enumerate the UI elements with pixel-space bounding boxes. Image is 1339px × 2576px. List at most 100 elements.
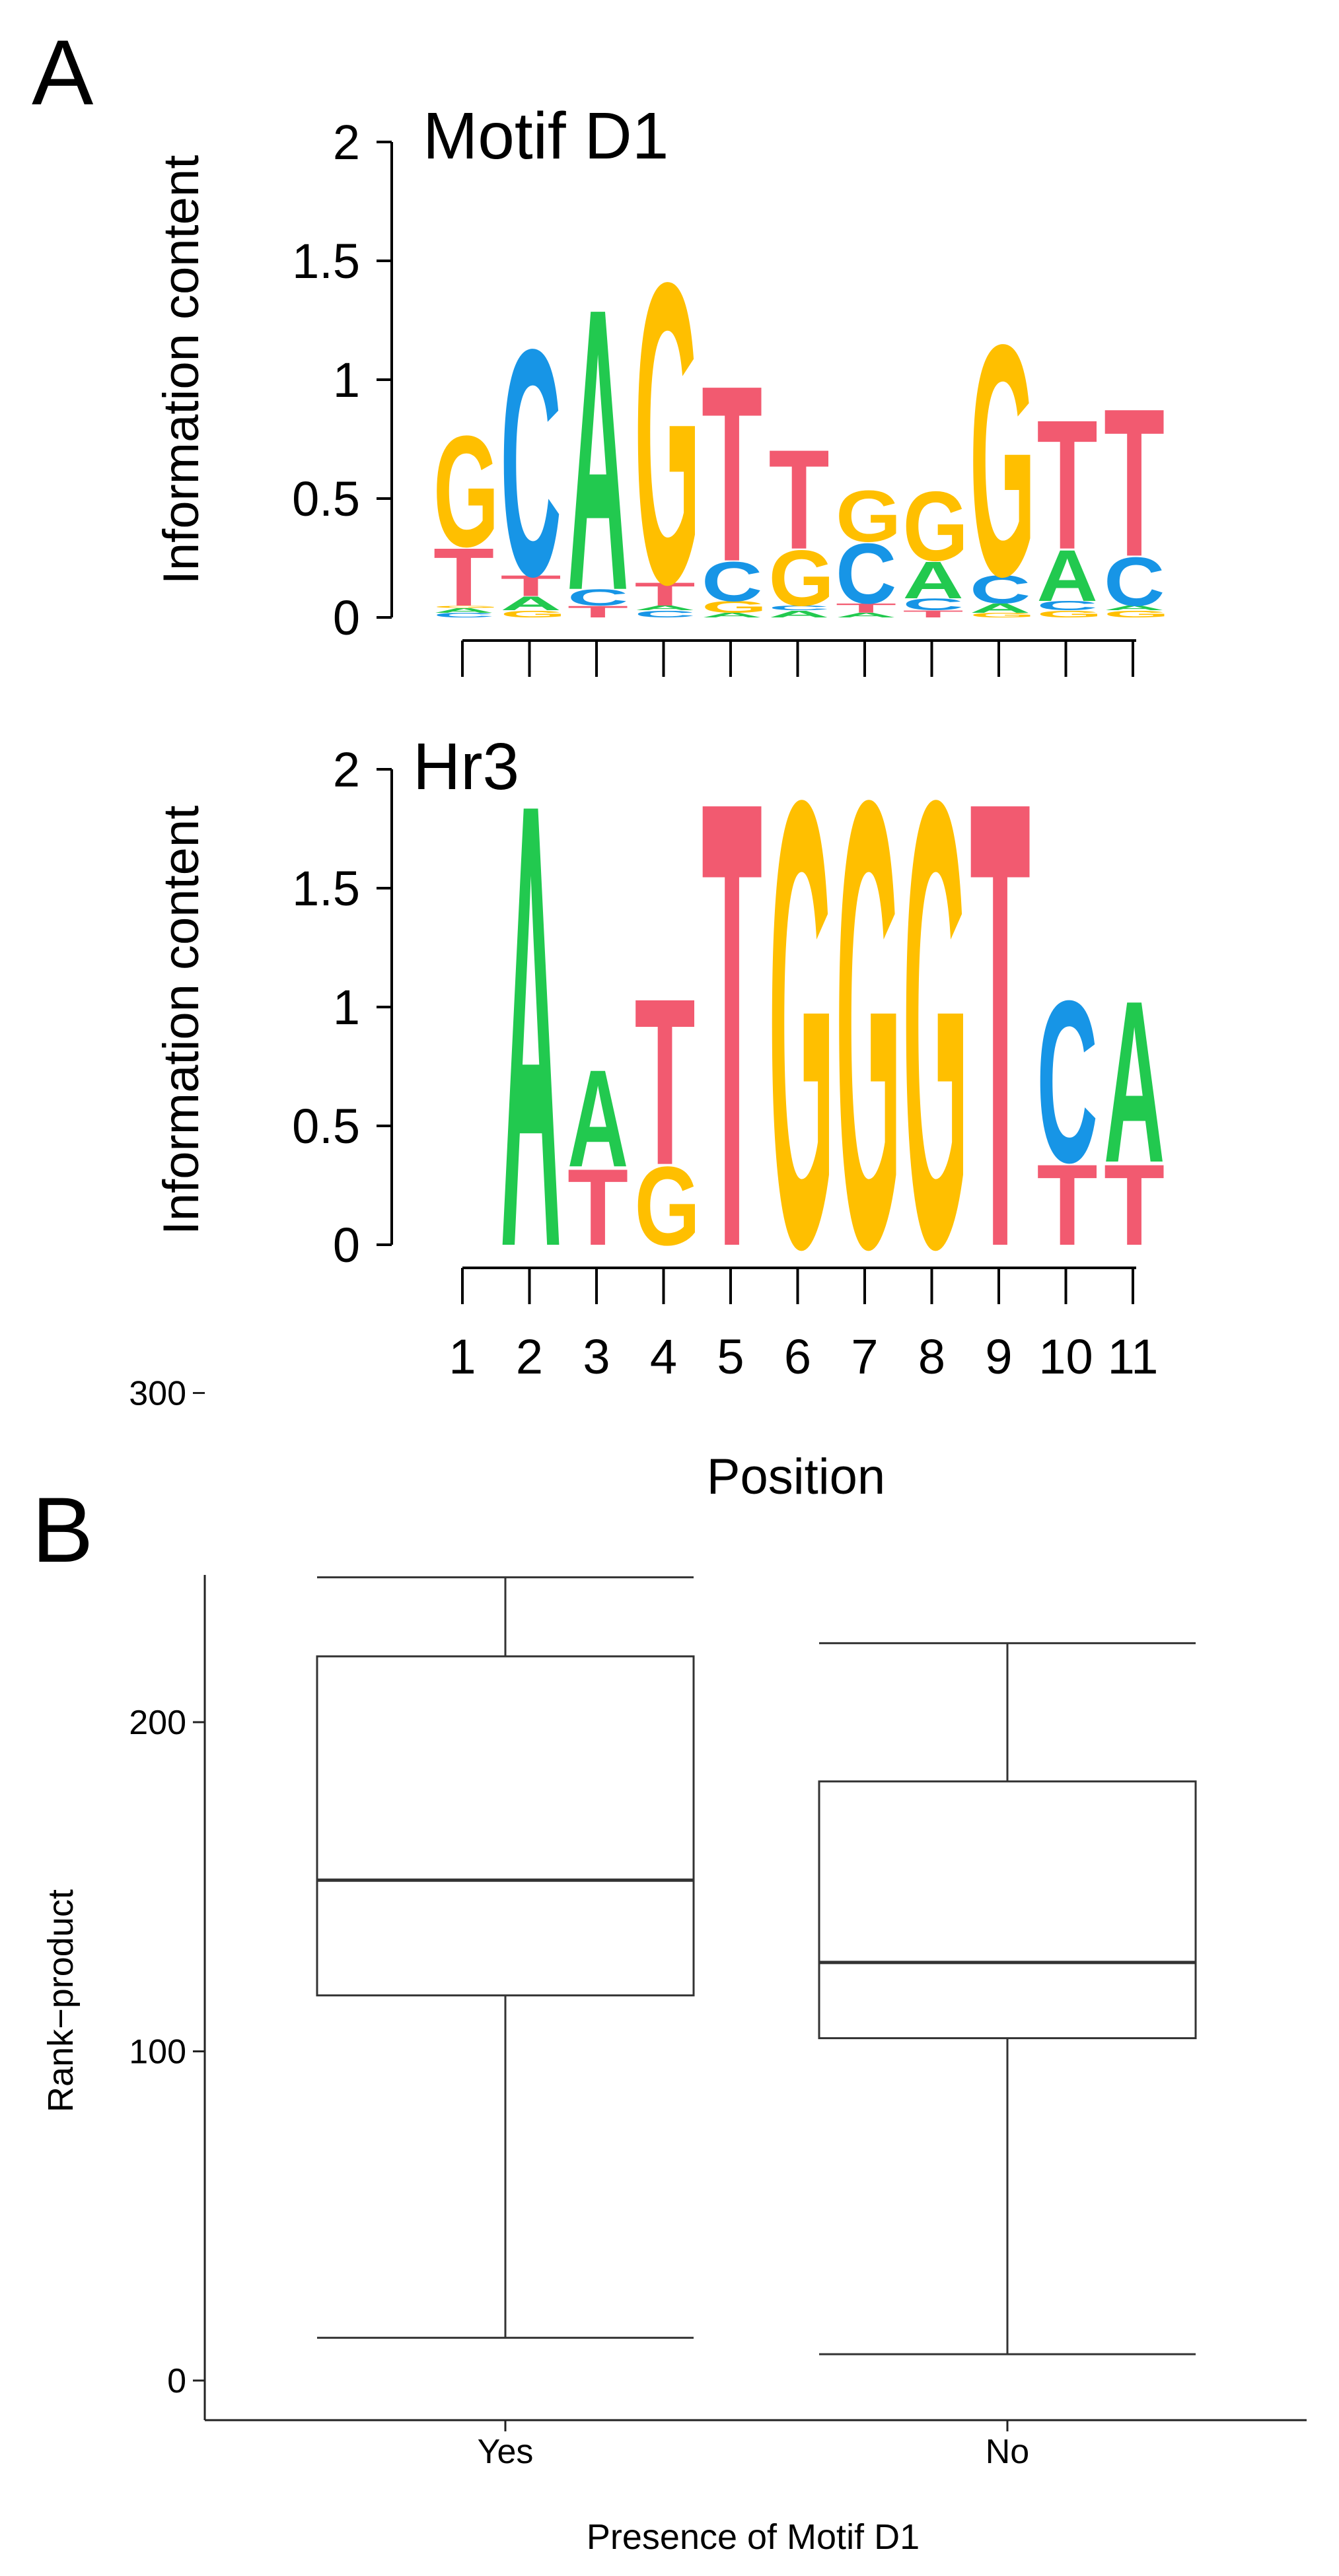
svg-text:C: C — [567, 584, 628, 610]
svg-text:A: A — [501, 592, 561, 615]
logo2-letter-A: A — [501, 672, 561, 1379]
logo1-letter-T: T — [702, 334, 762, 615]
svg-text:T: T — [836, 601, 896, 615]
logo1-letter-T: T — [501, 569, 561, 603]
svg-text:T: T — [769, 421, 830, 579]
logo2-xtick-label: 7 — [851, 1329, 878, 1384]
logo1-letter-G: G — [702, 598, 767, 616]
logo1-letter-G: G — [501, 609, 566, 620]
svg-text:A: A — [970, 601, 1031, 615]
logo1-letter-T: T — [1104, 366, 1165, 602]
svg-text:T: T — [635, 950, 696, 1215]
logo1-letter-G: G — [1037, 609, 1103, 620]
svg-text:G: G — [635, 1143, 700, 1269]
svg-text:A: A — [903, 550, 964, 609]
svg-text:G: G — [433, 403, 499, 580]
logo1-letter-A: A — [635, 604, 696, 611]
logo1-title: Motif D1 — [423, 99, 669, 173]
svg-text:A: A — [567, 225, 628, 675]
box-iqr — [818, 1780, 1197, 2040]
logo2-letter-T: T — [1037, 1140, 1098, 1269]
boxplot-xtick-label: No — [986, 2433, 1029, 2471]
svg-text:C: C — [836, 526, 896, 621]
panel-b-label: B — [32, 1478, 93, 1582]
svg-text:C: C — [433, 611, 494, 619]
boxplot-ytick-label: 0 — [167, 2362, 186, 2400]
svg-text:G: G — [1104, 609, 1169, 620]
logo-x-axis-title: Position — [707, 1449, 885, 1505]
logo2-letter-G: G — [836, 668, 901, 1380]
logo2-ytick-label: 1 — [333, 980, 360, 1035]
box-iqr — [316, 1655, 695, 1997]
logo2-letter-C: C — [1037, 952, 1098, 1211]
logo2-letter-T: T — [635, 950, 696, 1215]
logo1-letter-C: C — [903, 596, 964, 614]
boxplot-x-axis-title: Presence of Motif D1 — [587, 2517, 920, 2557]
svg-text:C: C — [501, 282, 561, 643]
svg-text:A: A — [501, 672, 561, 1379]
logo1-ytick-label: 1 — [333, 353, 360, 407]
svg-text:A: A — [1104, 604, 1165, 611]
svg-text:T: T — [702, 669, 762, 1380]
logo2-xtick-label: 3 — [583, 1329, 610, 1384]
logo2-xtick-label: 2 — [516, 1329, 543, 1384]
svg-text:T: T — [567, 602, 628, 621]
logo1-letter-A: A — [769, 609, 830, 620]
logo2-xtick-label: 6 — [784, 1329, 811, 1384]
logo1-letter-G: G — [635, 194, 700, 674]
logo2-letter-G: G — [635, 1143, 700, 1269]
svg-text:G: G — [433, 605, 499, 609]
boxplot-y-axis-title: Rank−product — [41, 1889, 81, 2112]
logo1-letter-C: C — [1104, 543, 1165, 621]
logo1-ytick-label: 1.5 — [292, 234, 360, 289]
svg-text:A: A — [635, 604, 696, 611]
logo1-letter-T: T — [1037, 381, 1098, 588]
logo2-ytick-label: 0.5 — [292, 1099, 360, 1154]
logo2-xtick-label: 8 — [918, 1329, 945, 1384]
logo2-letter-A: A — [1104, 952, 1165, 1211]
logo2-xtick-label: 9 — [985, 1329, 1012, 1384]
logo2-y-axis-title: Information content — [153, 806, 209, 1236]
svg-text:C: C — [702, 550, 762, 613]
svg-text:C: C — [970, 568, 1031, 612]
logo1-letter-C: C — [501, 282, 561, 643]
logo1-letter-A: A — [501, 592, 561, 615]
boxplot-rank-product: 0 100 200 300 Yes No Rank−product Presence o… — [41, 1375, 1307, 2557]
svg-text:C: C — [1037, 952, 1098, 1211]
svg-text:G: G — [1037, 609, 1103, 620]
logo1-letter-C: C — [970, 568, 1031, 612]
svg-text:G: G — [836, 668, 901, 1380]
logo2-ytick-label: 2 — [333, 742, 360, 797]
svg-text:G: G — [970, 611, 1035, 619]
svg-text:G: G — [501, 609, 566, 620]
logo1-letter-A: A — [702, 611, 762, 619]
svg-text:G: G — [769, 668, 834, 1380]
svg-text:G: G — [635, 194, 700, 674]
svg-text:G: G — [836, 476, 901, 557]
logo1-letter-T: T — [433, 532, 494, 623]
logo1-letter-A: A — [903, 550, 964, 609]
logo1-letter-A: A — [836, 611, 896, 619]
svg-text:C: C — [1104, 543, 1165, 621]
logo1-ytick-label: 0.5 — [292, 471, 360, 526]
svg-text:T: T — [567, 1147, 628, 1269]
logo2-letter-T: T — [1104, 1140, 1165, 1269]
logo2-xtick-label: 1 — [449, 1329, 476, 1384]
svg-text:T: T — [1037, 1140, 1098, 1269]
boxplot-ytick-label: 100 — [129, 2033, 186, 2071]
logo1-letter-C: C — [769, 604, 830, 611]
svg-text:C: C — [903, 596, 964, 614]
svg-text:A: A — [769, 609, 830, 620]
boxplot-xtick-label: Yes — [478, 2433, 534, 2471]
logo2-letter-G: G — [903, 668, 968, 1380]
logo1-letter-C: C — [567, 584, 628, 610]
svg-text:A: A — [1104, 952, 1165, 1211]
logo1-letter-C: C — [1037, 598, 1098, 613]
logo2-ytick-label: 0 — [333, 1218, 360, 1272]
boxplot-ytick-label: 200 — [129, 1704, 186, 1742]
logo1-letter-A: A — [970, 601, 1031, 615]
logo1-letter-T: T — [769, 421, 830, 579]
svg-text:G: G — [702, 598, 767, 616]
logo1-letter-A: A — [433, 607, 494, 614]
logo1-letter-C: C — [433, 611, 494, 619]
